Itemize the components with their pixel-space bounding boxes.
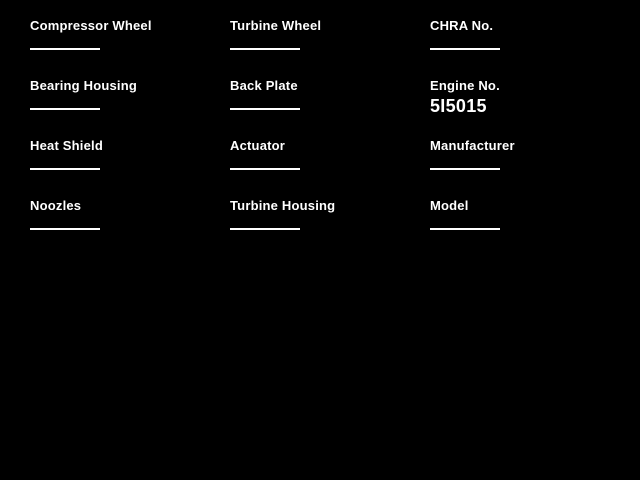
noozles-input-line[interactable] — [30, 228, 100, 230]
manufacturer-label: Manufacturer — [430, 138, 515, 153]
bearing-housing-label: Bearing Housing — [30, 78, 138, 93]
turbine-housing-label: Turbine Housing — [230, 198, 336, 213]
field-compressor-wheel: Compressor Wheel — [30, 12, 220, 72]
field-engine-no: Engine No. 5I5015 — [430, 72, 620, 132]
back-plate-label: Back Plate — [230, 78, 298, 93]
heat-shield-label: Heat Shield — [30, 138, 103, 153]
field-model: Model — [430, 192, 620, 252]
engine-no-value[interactable]: 5I5015 — [430, 96, 487, 116]
form-column-1: Compressor Wheel Bearing Housing Heat Sh… — [30, 12, 220, 252]
turbine-wheel-label: Turbine Wheel — [230, 18, 322, 33]
engine-no-label: Engine No. — [430, 78, 500, 93]
model-input-line[interactable] — [430, 228, 500, 230]
manufacturer-input-line[interactable] — [430, 168, 500, 170]
field-actuator: Actuator — [230, 132, 420, 192]
actuator-label: Actuator — [230, 138, 286, 153]
field-heat-shield: Heat Shield — [30, 132, 220, 192]
actuator-input-line[interactable] — [230, 168, 300, 170]
field-manufacturer: Manufacturer — [430, 132, 620, 192]
field-back-plate: Back Plate — [230, 72, 420, 132]
compressor-wheel-input-line[interactable] — [30, 48, 100, 50]
field-chra-no: CHRA No. — [430, 12, 620, 72]
field-bearing-housing: Bearing Housing — [30, 72, 220, 132]
chra-no-input-line[interactable] — [430, 48, 500, 50]
heat-shield-input-line[interactable] — [30, 168, 100, 170]
field-turbine-housing: Turbine Housing — [230, 192, 420, 252]
model-label: Model — [430, 198, 469, 213]
back-plate-input-line[interactable] — [230, 108, 300, 110]
turbine-wheel-input-line[interactable] — [230, 48, 300, 50]
form-column-2: Turbine Wheel Back Plate Actuator Turbin… — [230, 12, 420, 252]
compressor-wheel-label: Compressor Wheel — [30, 18, 152, 33]
turbine-housing-input-line[interactable] — [230, 228, 300, 230]
form-column-3: CHRA No. Engine No. 5I5015 Manufacturer … — [430, 12, 620, 252]
noozles-label: Noozles — [30, 198, 82, 213]
field-noozles: Noozles — [30, 192, 220, 252]
bearing-housing-input-line[interactable] — [30, 108, 100, 110]
chra-no-label: CHRA No. — [430, 18, 494, 33]
field-turbine-wheel: Turbine Wheel — [230, 12, 420, 72]
